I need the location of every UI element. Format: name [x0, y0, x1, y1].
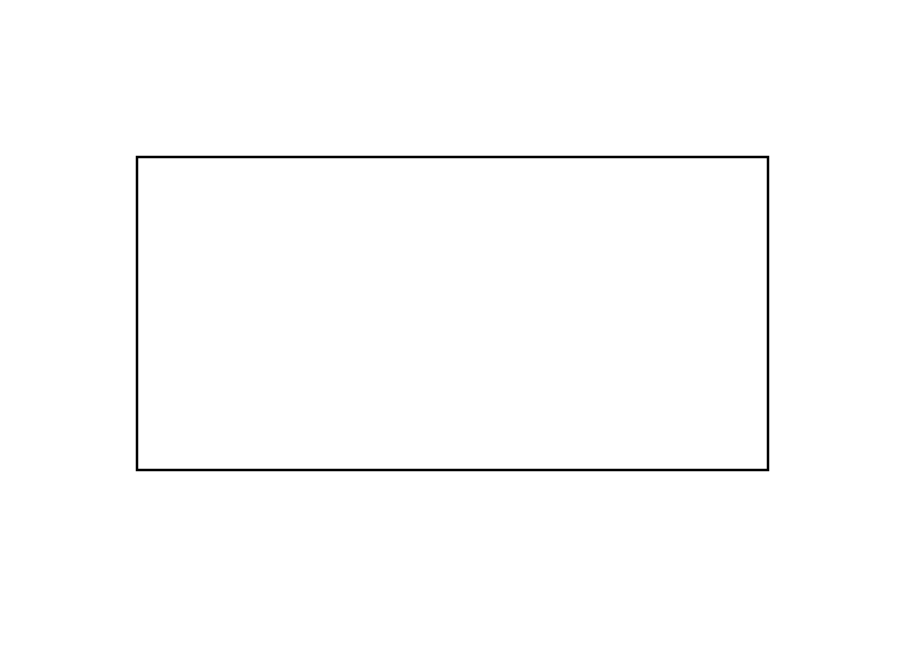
plot-frame — [135, 155, 770, 472]
